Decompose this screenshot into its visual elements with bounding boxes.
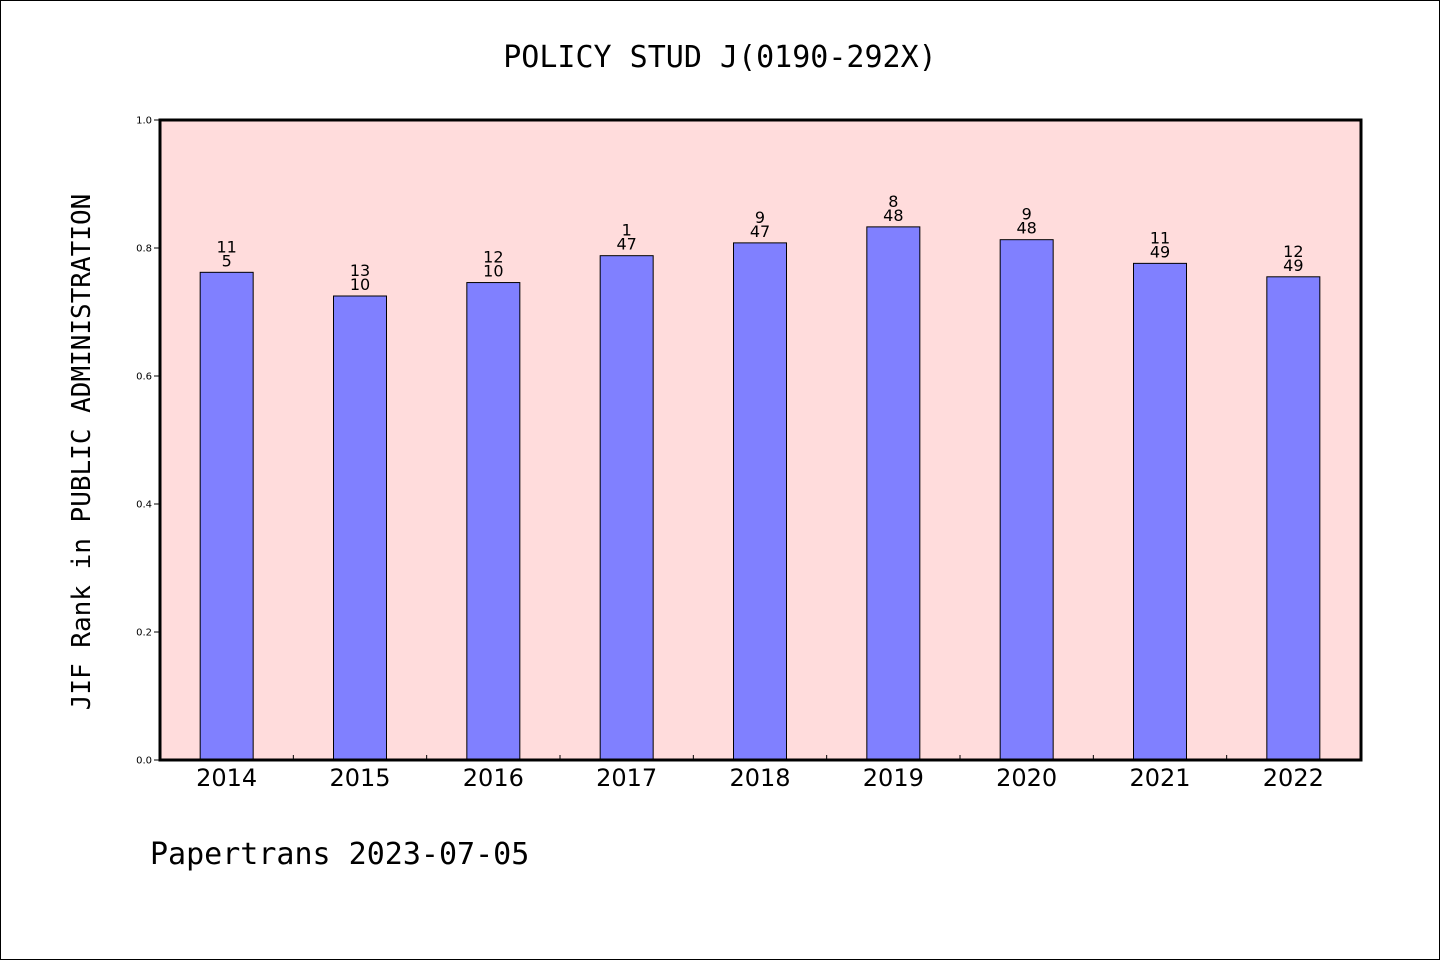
data-label-total: 10 xyxy=(483,262,503,281)
data-label-total: 48 xyxy=(1016,219,1036,238)
data-label-rank: 13 xyxy=(350,261,370,280)
data-label-total: 49 xyxy=(1283,256,1303,275)
bar-2022 xyxy=(1266,276,1321,761)
y-tick-label: 0.8 xyxy=(136,244,152,255)
bars-group xyxy=(199,226,1321,761)
x-tick-label: 2018 xyxy=(729,764,790,792)
bar-2014 xyxy=(199,271,254,761)
bar-2021 xyxy=(1133,262,1187,761)
y-tick-label: 0.6 xyxy=(136,372,152,383)
plot-border xyxy=(158,118,1363,762)
bar-2018 xyxy=(733,242,787,761)
data-label-rank: 11 xyxy=(1150,228,1170,247)
axis-ticks-group: 2014 2015 2016 2017 2018 2019 2020 2021 2022 0.0 0… xyxy=(136,116,1324,793)
data-label-rank: 1 xyxy=(622,221,632,240)
bar-2016 xyxy=(466,282,521,761)
bar-2020 xyxy=(999,239,1054,761)
data-label-total: 48 xyxy=(883,206,903,225)
bar-2015 xyxy=(333,295,387,761)
y-tick-label: 0.4 xyxy=(136,500,152,511)
data-label-rank: 11 xyxy=(216,237,236,256)
x-tick-label: 2022 xyxy=(1263,764,1324,792)
data-label-rank: 9 xyxy=(755,208,765,227)
data-label-total: 5 xyxy=(222,251,232,270)
data-label-total: 10 xyxy=(350,275,370,294)
data-label-total: 49 xyxy=(1150,242,1170,261)
bar-2017 xyxy=(599,255,654,761)
footer-text: Papertrans 2023-07-05 xyxy=(150,837,529,872)
data-label-rank: 8 xyxy=(888,192,898,211)
chart-title: POLICY STUD J(0190-292X) xyxy=(503,40,936,75)
x-tick-label: 2021 xyxy=(1129,764,1190,792)
y-tick-label: 1.0 xyxy=(136,116,152,127)
x-tick-label: 2014 xyxy=(196,764,257,792)
x-tick-label: 2016 xyxy=(463,764,524,792)
y-tick-label: 0.2 xyxy=(136,628,152,639)
data-label-rank: 12 xyxy=(483,248,503,267)
data-label-rank: 9 xyxy=(1022,205,1032,224)
y-tick-label: 0.0 xyxy=(136,756,152,767)
x-tick-label: 2017 xyxy=(596,764,657,792)
data-label-rank: 12 xyxy=(1283,242,1303,261)
x-tick-label: 2019 xyxy=(863,764,924,792)
x-tick-label: 2015 xyxy=(329,764,390,792)
data-label-total: 47 xyxy=(750,222,770,241)
x-tick-label: 2020 xyxy=(996,764,1057,792)
bar-2019 xyxy=(866,226,921,761)
y-axis-label: JIF Rank in PUBLIC ADMINISTRATION xyxy=(67,194,97,711)
data-label-total: 47 xyxy=(616,235,636,254)
